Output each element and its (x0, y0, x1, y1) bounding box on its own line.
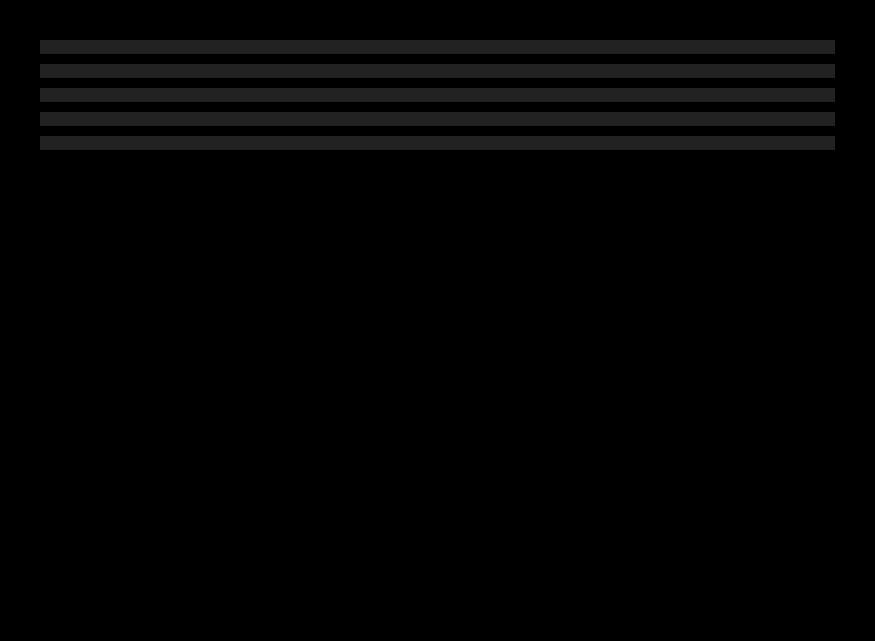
blank-line (40, 88, 835, 102)
blank-line (40, 64, 835, 78)
blank-line (40, 40, 835, 54)
blank-line-list (40, 40, 835, 160)
blank-line (40, 136, 835, 150)
blank-line (40, 112, 835, 126)
